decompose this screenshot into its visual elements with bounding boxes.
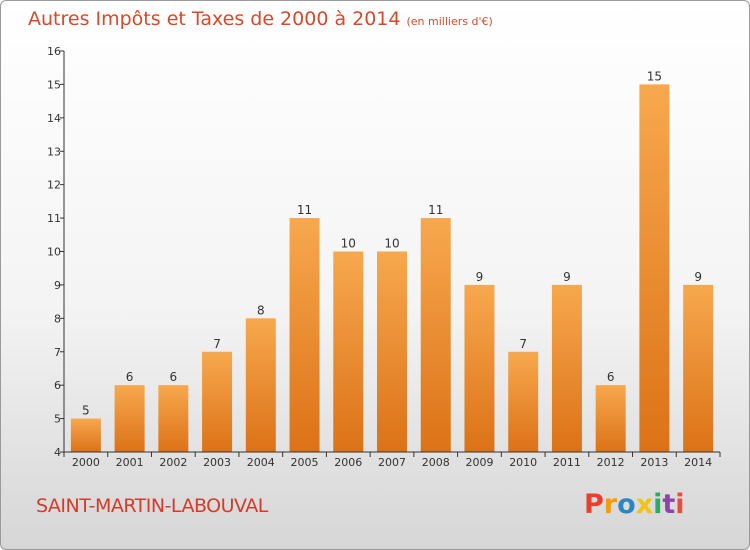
chart-title: Autres Impôts et Taxes de 2000 à 2014 (en… [28, 8, 493, 30]
chart-title-text: Autres Impôts et Taxes de 2000 à 2014 [28, 8, 401, 30]
bar-value-label: 15 [647, 69, 662, 83]
x-tick-label: 2005 [291, 456, 319, 469]
y-tick-label: 9 [54, 279, 61, 292]
bar-value-label: 11 [428, 203, 443, 217]
bar-value-label: 9 [476, 270, 484, 284]
y-tick-label: 8 [54, 312, 61, 325]
y-tick-label: 4 [54, 446, 61, 459]
bars: 5 6 6 7 8 11 10 10 11 9 7 9 6 15 9 [70, 69, 714, 453]
bar-value-label: 6 [607, 370, 615, 384]
bar-value-label: 10 [384, 237, 399, 251]
bar-value-label: 6 [126, 370, 134, 384]
bar-value-label: 7 [519, 337, 527, 351]
bar-value-label: 6 [170, 370, 178, 384]
logo-letter: i [675, 489, 685, 520]
logo-letter: o [617, 489, 636, 520]
y-tick-label: 15 [47, 78, 61, 91]
bar [202, 351, 233, 452]
bar [70, 418, 101, 452]
bar-value-label: 5 [82, 404, 90, 418]
bar [551, 284, 582, 452]
x-tick-label: 2009 [465, 456, 493, 469]
y-axis: 4 5 6 7 8 9 10 11 12 13 14 15 16 [47, 45, 65, 459]
city-name: SAINT-MARTIN-LABOUVAL [36, 495, 268, 517]
x-tick-label: 2014 [684, 456, 712, 469]
bar [333, 251, 364, 452]
y-tick-label: 7 [54, 346, 61, 359]
x-tick-label: 2002 [159, 456, 187, 469]
x-tick-label: 2001 [116, 456, 144, 469]
y-tick-label: 11 [47, 212, 61, 225]
x-tick-label: 2011 [553, 456, 581, 469]
logo-letter: P [584, 489, 604, 520]
bar-value-label: 9 [694, 270, 702, 284]
bar [289, 218, 320, 452]
bar [158, 385, 189, 452]
y-tick-label: 6 [54, 379, 61, 392]
chart-title-unit: (en milliers d'€) [406, 15, 493, 28]
x-tick-label: 2006 [334, 456, 362, 469]
x-tick-label: 2007 [378, 456, 406, 469]
bar-value-label: 11 [297, 203, 312, 217]
bar [245, 318, 276, 452]
proxiti-logo: Proxiti [584, 489, 685, 520]
x-tick-label: 2008 [422, 456, 450, 469]
bar [114, 385, 145, 452]
bar [595, 385, 626, 452]
logo-letter: t [662, 489, 676, 520]
logo-letter: i [653, 489, 663, 520]
bar [683, 284, 714, 452]
bar [420, 218, 451, 452]
bar-value-label: 7 [213, 337, 221, 351]
bar [639, 84, 670, 453]
y-tick-label: 14 [47, 112, 61, 125]
logo-letter: r [603, 489, 618, 520]
x-tick-label: 2013 [640, 456, 668, 469]
bar-value-label: 9 [563, 270, 571, 284]
bar-value-label: 10 [341, 237, 356, 251]
y-tick-label: 5 [54, 413, 61, 426]
bar-value-label: 8 [257, 303, 265, 317]
y-tick-label: 13 [47, 145, 61, 158]
bar [508, 351, 539, 452]
x-tick-label: 2003 [203, 456, 231, 469]
x-tick-label: 2012 [597, 456, 625, 469]
x-tick-label: 2000 [72, 456, 100, 469]
x-tick-label: 2010 [509, 456, 537, 469]
logo-letter: x [635, 489, 654, 520]
y-tick-label: 10 [47, 246, 61, 259]
bar [377, 251, 407, 452]
bar [464, 284, 495, 452]
x-tick-label: 2004 [247, 456, 275, 469]
x-axis: 2000 2001 2002 2003 2004 2005 2006 2007 2008 2009… [63, 451, 721, 469]
y-tick-label: 12 [47, 179, 61, 192]
y-tick-label: 16 [47, 45, 61, 58]
